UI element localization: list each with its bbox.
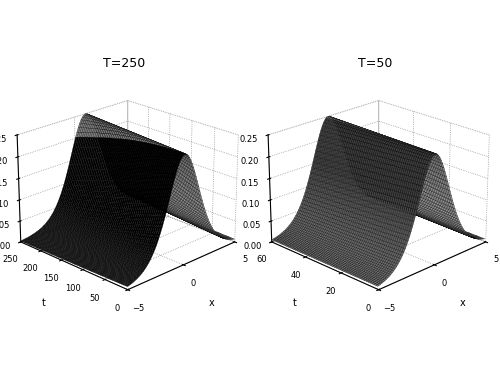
Title: T=250: T=250: [104, 58, 146, 70]
Y-axis label: t: t: [293, 298, 297, 308]
X-axis label: x: x: [208, 298, 214, 308]
Title: T=50: T=50: [358, 58, 392, 70]
X-axis label: x: x: [460, 298, 466, 308]
Y-axis label: t: t: [42, 298, 46, 308]
